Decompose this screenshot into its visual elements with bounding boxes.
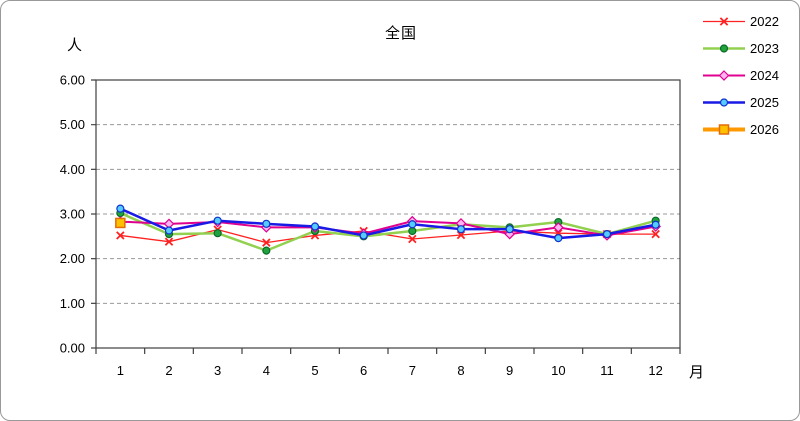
series-2023 [116, 209, 660, 255]
marker-square [718, 124, 730, 135]
legend-item-2024: 2024 [702, 68, 779, 83]
marker-x [456, 230, 466, 240]
legend-label: 2024 [750, 68, 779, 83]
x-tick-label: 8 [457, 363, 464, 378]
marker-x [116, 231, 125, 240]
marker-circle [408, 220, 417, 229]
marker-circle [262, 219, 271, 228]
x-tick-label: 5 [311, 363, 318, 378]
legend-label: 2025 [750, 95, 779, 110]
x-tick-label: 4 [263, 363, 270, 378]
marker-circle [310, 222, 320, 231]
legend-item-2025: 2025 [702, 95, 779, 110]
x-tick-label: 1 [117, 363, 124, 378]
marker-circle [262, 246, 271, 255]
y-tick-label: 3.00 [60, 207, 85, 222]
legend-item-2023: 2023 [702, 41, 779, 56]
x-tick-label: 2 [165, 363, 172, 378]
x-tick-label: 10 [551, 363, 565, 378]
marker-diamond [718, 70, 730, 81]
marker-circle [505, 225, 514, 234]
legend-item-2026: 2026 [702, 122, 779, 137]
legend-label: 2023 [750, 41, 779, 56]
legend: 2022 2023 2024 2025 2026 [702, 14, 779, 137]
legend-line-sample [703, 44, 745, 53]
marker-circle [408, 226, 417, 236]
x-tick-label: 12 [648, 363, 662, 378]
x-tick-label: 7 [409, 363, 416, 378]
legend-line-sample [703, 124, 745, 135]
marker-circle [719, 98, 729, 107]
y-tick-label: 5.00 [60, 117, 85, 132]
marker-x [262, 238, 271, 247]
marker-circle [164, 226, 174, 235]
legend-line-sample [703, 98, 745, 107]
legend-line-sample [703, 70, 745, 81]
marker-circle [719, 44, 729, 53]
marker-circle [359, 231, 368, 240]
marker-circle [213, 216, 222, 225]
series-line [119, 207, 656, 240]
marker-x [164, 237, 174, 246]
y-tick-label: 4.00 [60, 162, 85, 177]
marker-diamond [552, 222, 564, 233]
series-line [120, 228, 656, 244]
marker-circle [213, 229, 222, 238]
marker-circle [116, 204, 125, 213]
x-tick-label: 9 [506, 363, 513, 378]
x-tick-label: 6 [360, 363, 367, 378]
y-tick-label: 2.00 [60, 251, 85, 266]
x-tick-label: 3 [214, 363, 221, 378]
legend-label: 2026 [750, 122, 779, 137]
x-tick-label: 11 [600, 363, 614, 378]
marker-circle [602, 230, 612, 239]
y-axis-title: 人 [67, 37, 83, 54]
marker-x [651, 229, 660, 239]
legend-label: 2022 [750, 14, 779, 29]
marker-square [115, 217, 126, 229]
marker-x [719, 17, 729, 26]
x-axis-title: 月 [689, 364, 705, 381]
y-tick-label: 1.00 [60, 296, 85, 311]
legend-item-2022: 2022 [702, 14, 779, 29]
y-tick-label: 6.00 [60, 73, 85, 88]
series-line [119, 211, 656, 252]
marker-circle [554, 234, 563, 243]
series-2026 [115, 217, 126, 229]
legend-line-sample [703, 17, 745, 26]
marker-x [408, 234, 417, 244]
y-tick-label: 0.00 [60, 341, 85, 356]
chart-title: 全国 [384, 25, 417, 42]
marker-circle [651, 220, 660, 229]
series-2025 [116, 204, 660, 243]
marker-circle [456, 225, 466, 234]
